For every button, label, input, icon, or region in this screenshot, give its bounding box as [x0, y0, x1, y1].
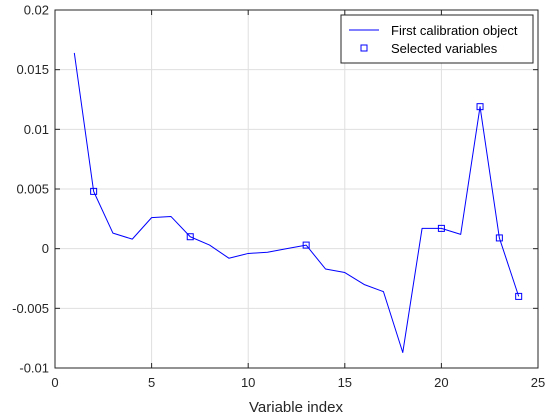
x-tick-label: 0 [51, 375, 58, 390]
y-tick-label: 0.02 [24, 3, 49, 18]
y-tick-label: -0.01 [19, 361, 49, 376]
y-tick-label: 0.015 [16, 62, 49, 77]
selected-variable-marker [476, 103, 484, 111]
legend-marker-swatch [360, 44, 368, 52]
selected-variable-marker [186, 233, 194, 241]
selected-variable-marker [437, 224, 445, 232]
x-tick-label: 15 [338, 375, 352, 390]
selected-variable-marker [495, 234, 503, 242]
selected-variable-marker [302, 241, 310, 249]
legend-box [340, 14, 534, 64]
selected-variable-marker [515, 292, 523, 300]
data-layer [73, 52, 523, 353]
x-tick-label: 20 [434, 375, 448, 390]
x-axis-label: Variable index [249, 399, 343, 416]
x-tick-label: 5 [148, 375, 155, 390]
ticks: 0 5 10 15 20 25 -0.01 -0.005 0 0.005 0.01 0.015 0.02 [12, 3, 545, 391]
grid [55, 10, 538, 368]
y-tick-label: 0.005 [16, 182, 49, 197]
y-tick-label: 0.01 [24, 122, 49, 137]
selected-variable-marker [90, 187, 98, 195]
y-tick-label: 0 [42, 241, 49, 256]
y-tick-label: -0.005 [12, 301, 49, 316]
legend-label-first-calibration-object: First calibration object [391, 23, 518, 38]
x-tick-label: 25 [531, 375, 545, 390]
x-tick-label: 10 [241, 375, 255, 390]
legend: First calibration object Selected variab… [340, 14, 534, 64]
legend-label-selected-variables: Selected variables [391, 41, 498, 56]
